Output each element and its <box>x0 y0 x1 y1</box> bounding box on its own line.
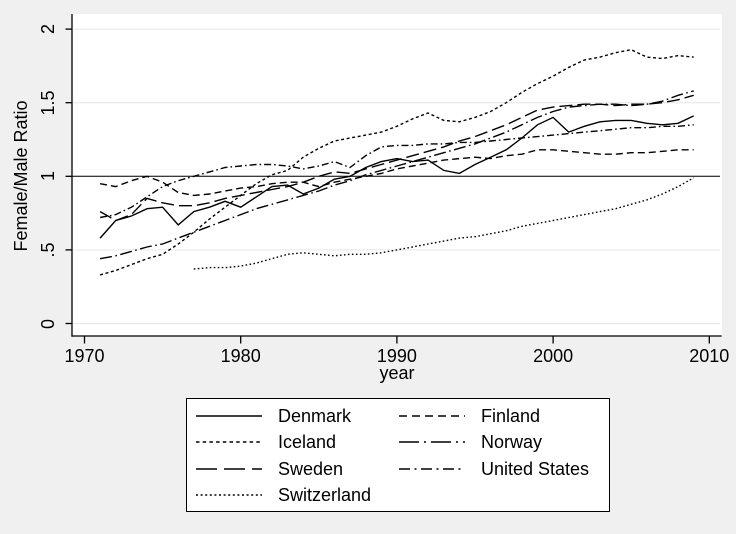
legend-label-denmark: Denmark <box>278 406 352 426</box>
series-line-switzerland <box>193 177 695 270</box>
x-tick-label: 1980 <box>220 346 261 366</box>
legend-label-iceland: Iceland <box>278 432 337 452</box>
y-tick-label: .5 <box>38 242 58 258</box>
legend-label-norway: Norway <box>481 432 543 452</box>
y-tick-label: 0 <box>38 318 58 329</box>
legend-label-finland: Finland <box>481 406 541 426</box>
legend-line-sample-norway <box>399 441 465 443</box>
legend-line-sample-switzerland <box>196 493 262 496</box>
legend-line-sample-denmark <box>196 415 262 417</box>
series-line-sweden <box>99 94 694 222</box>
legend-item-switzerland: Switzerland <box>196 485 371 505</box>
y-tick-label: 1.5 <box>38 90 58 116</box>
series-line-united-states <box>99 124 694 219</box>
legend-line-sample-finland <box>399 415 465 417</box>
legend-label-sweden: Sweden <box>278 458 344 479</box>
x-tick-label: 2010 <box>689 346 730 366</box>
legend-item-denmark: Denmark <box>196 406 351 426</box>
legend-item-norway: Norway <box>399 432 542 452</box>
legend-item-united-states: United States <box>399 459 589 479</box>
legend-item-sweden: Sweden <box>196 459 343 479</box>
x-axis-title: year <box>379 363 415 383</box>
legend-line-sample-sweden <box>196 467 262 470</box>
legend-box: Denmark Finland Iceland Norway Sweden United … <box>186 398 610 512</box>
legend-item-iceland: Iceland <box>196 432 336 452</box>
x-tick-label: 1970 <box>64 346 105 366</box>
legend-line-sample-united-states <box>399 467 465 470</box>
legend-line-sample-iceland <box>196 441 262 443</box>
legend-item-finland: Finland <box>399 406 540 426</box>
series-line-finland <box>99 149 694 197</box>
series-line-denmark <box>99 115 695 239</box>
plot-area <box>72 14 722 336</box>
y-axis-title: Female/Male Ratio <box>11 100 31 252</box>
series-line-norway <box>99 90 694 260</box>
y-tick-label: 2 <box>38 24 58 35</box>
y-tick-label: 1 <box>38 171 58 182</box>
legend-label-switzerland: Switzerland <box>278 484 372 505</box>
x-tick-label: 2000 <box>533 346 574 366</box>
legend-label-united-states: United States <box>481 458 590 479</box>
x-tick-label: 1990 <box>376 346 417 366</box>
series-line-iceland <box>99 48 694 276</box>
